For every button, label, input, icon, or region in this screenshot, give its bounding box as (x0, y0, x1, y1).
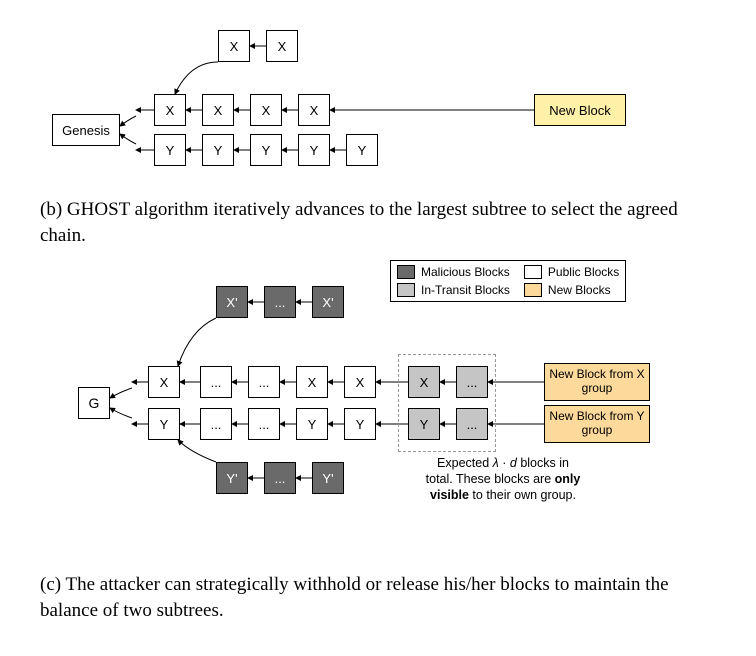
block-y: Y (298, 134, 330, 166)
block-y: Y (202, 134, 234, 166)
legend: Malicious Blocks Public Blocks In-Transi… (390, 260, 626, 302)
block-y: Y (346, 134, 378, 166)
block-y: Y (344, 408, 376, 440)
block-y: Y (154, 134, 186, 166)
intransit-y: Y (408, 408, 440, 440)
block-x: X (250, 94, 282, 126)
new-block-y: New Block from Y group (544, 405, 650, 443)
block-x: X (148, 366, 180, 398)
block-x: X (202, 94, 234, 126)
intransit-ellipsis: ... (456, 408, 488, 440)
g-block: G (78, 387, 110, 419)
expected-note: Expected λ · d blocks in total. These bl… (398, 456, 608, 503)
new-block-label: New Block (549, 103, 610, 118)
legend-item: Malicious Blocks (397, 265, 510, 279)
block-yprime: Y' (312, 462, 344, 494)
block-y: Y (148, 408, 180, 440)
new-block-x: New Block from X group (544, 363, 650, 401)
block-xprime: X' (216, 286, 248, 318)
genesis-label: Genesis (62, 123, 110, 138)
block-yprime: Y' (216, 462, 248, 494)
figure-b-diagram: Genesis New Block X X X X X X Y Y Y Y Y (20, 20, 736, 185)
block-ellipsis: ... (264, 462, 296, 494)
block-ellipsis: ... (248, 366, 280, 398)
block-x: X (296, 366, 328, 398)
block-y: Y (296, 408, 328, 440)
block-ellipsis: ... (200, 366, 232, 398)
figure-b-caption: (b) GHOST algorithm iteratively advances… (40, 197, 716, 248)
legend-item: Public Blocks (524, 265, 619, 279)
intransit-ellipsis: ... (456, 366, 488, 398)
figure-c-caption: (c) The attacker can strategically withh… (40, 572, 716, 623)
intransit-x: X (408, 366, 440, 398)
legend-item: New Blocks (524, 283, 619, 297)
figure-c-diagram: Malicious Blocks Public Blocks In-Transi… (20, 260, 736, 560)
block-x: X (344, 366, 376, 398)
block-y: Y (250, 134, 282, 166)
legend-item: In-Transit Blocks (397, 283, 510, 297)
block-ellipsis: ... (200, 408, 232, 440)
block-x-top: X (266, 30, 298, 62)
block-x: X (298, 94, 330, 126)
genesis-block: Genesis (52, 114, 120, 146)
new-block: New Block (534, 94, 626, 126)
block-xprime: X' (312, 286, 344, 318)
block-x: X (154, 94, 186, 126)
block-ellipsis: ... (248, 408, 280, 440)
block-ellipsis: ... (264, 286, 296, 318)
block-x-top: X (218, 30, 250, 62)
